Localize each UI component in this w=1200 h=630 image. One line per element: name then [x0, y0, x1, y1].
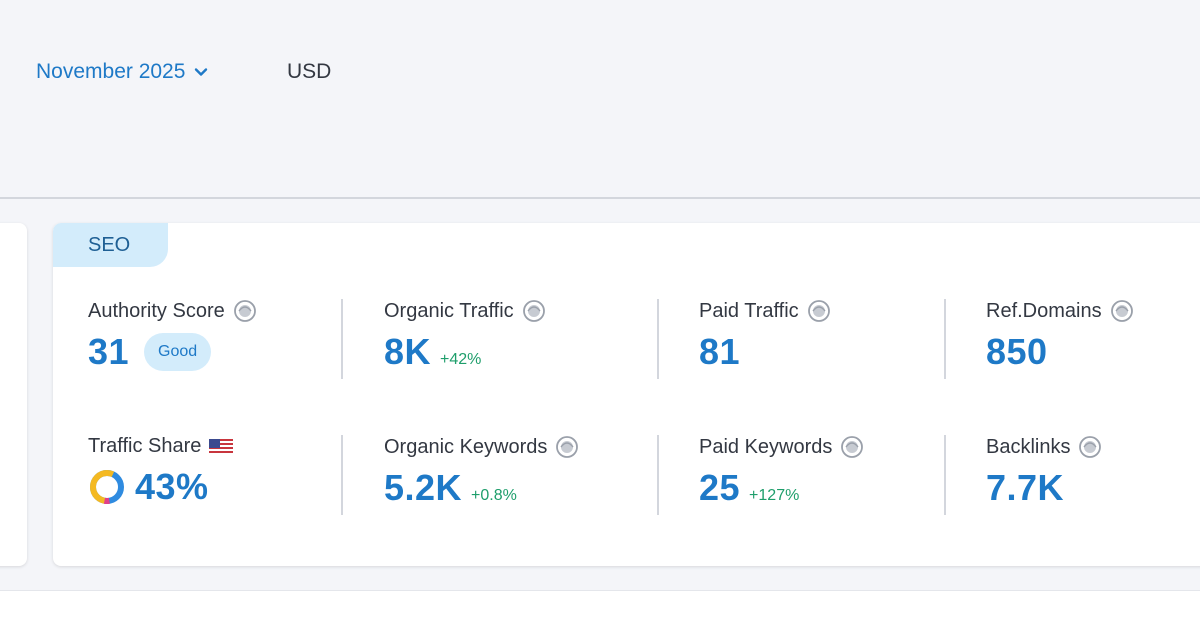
info-icon[interactable]: [807, 299, 831, 323]
authority-score-badge: Good: [144, 333, 212, 371]
divider: [944, 299, 946, 379]
organic-keywords-label: Organic Keywords: [384, 435, 548, 458]
paid-traffic-value[interactable]: 81: [699, 331, 741, 372]
organic-keywords-metric[interactable]: Organic Keywords 5.2K +0.8%: [384, 435, 579, 509]
organic-keywords-value[interactable]: 5.2K: [384, 467, 463, 508]
date-selector-label: November 2025: [36, 60, 186, 83]
organic-traffic-metric[interactable]: Organic Traffic 8K +42%: [384, 299, 546, 373]
us-flag-icon: [209, 438, 234, 455]
info-icon[interactable]: [555, 435, 579, 459]
info-icon[interactable]: [1078, 435, 1102, 459]
organic-traffic-value[interactable]: 8K: [384, 331, 432, 372]
ref-domains-value[interactable]: 850: [986, 331, 1048, 372]
backlinks-value[interactable]: 7.7K: [986, 467, 1065, 508]
traffic-share-donut-icon: [88, 468, 126, 506]
left-card-partial: [0, 223, 27, 566]
paid-traffic-label: Paid Traffic: [699, 299, 799, 322]
info-icon[interactable]: [233, 299, 257, 323]
traffic-share-label: Traffic Share: [88, 435, 202, 457]
organic-keywords-delta: +0.8%: [471, 487, 517, 504]
info-icon[interactable]: [522, 299, 546, 323]
seo-tab-label: SEO: [53, 223, 168, 267]
paid-keywords-label: Paid Keywords: [699, 435, 833, 458]
authority-score-value: 31: [88, 331, 130, 372]
info-icon[interactable]: [840, 435, 864, 459]
chevron-down-icon: [193, 64, 209, 80]
divider: [944, 435, 946, 515]
traffic-share-metric: Traffic Share 43%: [88, 435, 234, 508]
divider: [341, 299, 343, 379]
info-icon[interactable]: [1110, 299, 1134, 323]
paid-traffic-metric[interactable]: Paid Traffic 81: [699, 299, 831, 373]
paid-keywords-metric[interactable]: Paid Keywords 25 +127%: [699, 435, 864, 509]
traffic-share-value: 43%: [135, 466, 209, 507]
organic-traffic-delta: +42%: [440, 351, 482, 368]
divider: [341, 435, 343, 515]
backlinks-label: Backlinks: [986, 435, 1071, 458]
organic-traffic-label: Organic Traffic: [384, 299, 514, 322]
paid-keywords-value[interactable]: 25: [699, 467, 741, 508]
divider: [657, 435, 659, 515]
authority-score-metric: Authority Score 31 Good: [88, 299, 257, 373]
authority-score-label: Authority Score: [88, 299, 225, 322]
ref-domains-label: Ref.Domains: [986, 299, 1102, 322]
date-selector[interactable]: November 2025: [36, 60, 209, 84]
backlinks-metric[interactable]: Backlinks 7.7K: [986, 435, 1102, 509]
ref-domains-metric[interactable]: Ref.Domains 850: [986, 299, 1134, 373]
currency-label: USD: [287, 60, 332, 83]
divider: [657, 299, 659, 379]
paid-keywords-delta: +127%: [749, 487, 800, 504]
seo-card: SEO Authority Score 31 Good Organic Traf…: [53, 223, 1200, 566]
top-toolbar-band: [0, 0, 1200, 199]
